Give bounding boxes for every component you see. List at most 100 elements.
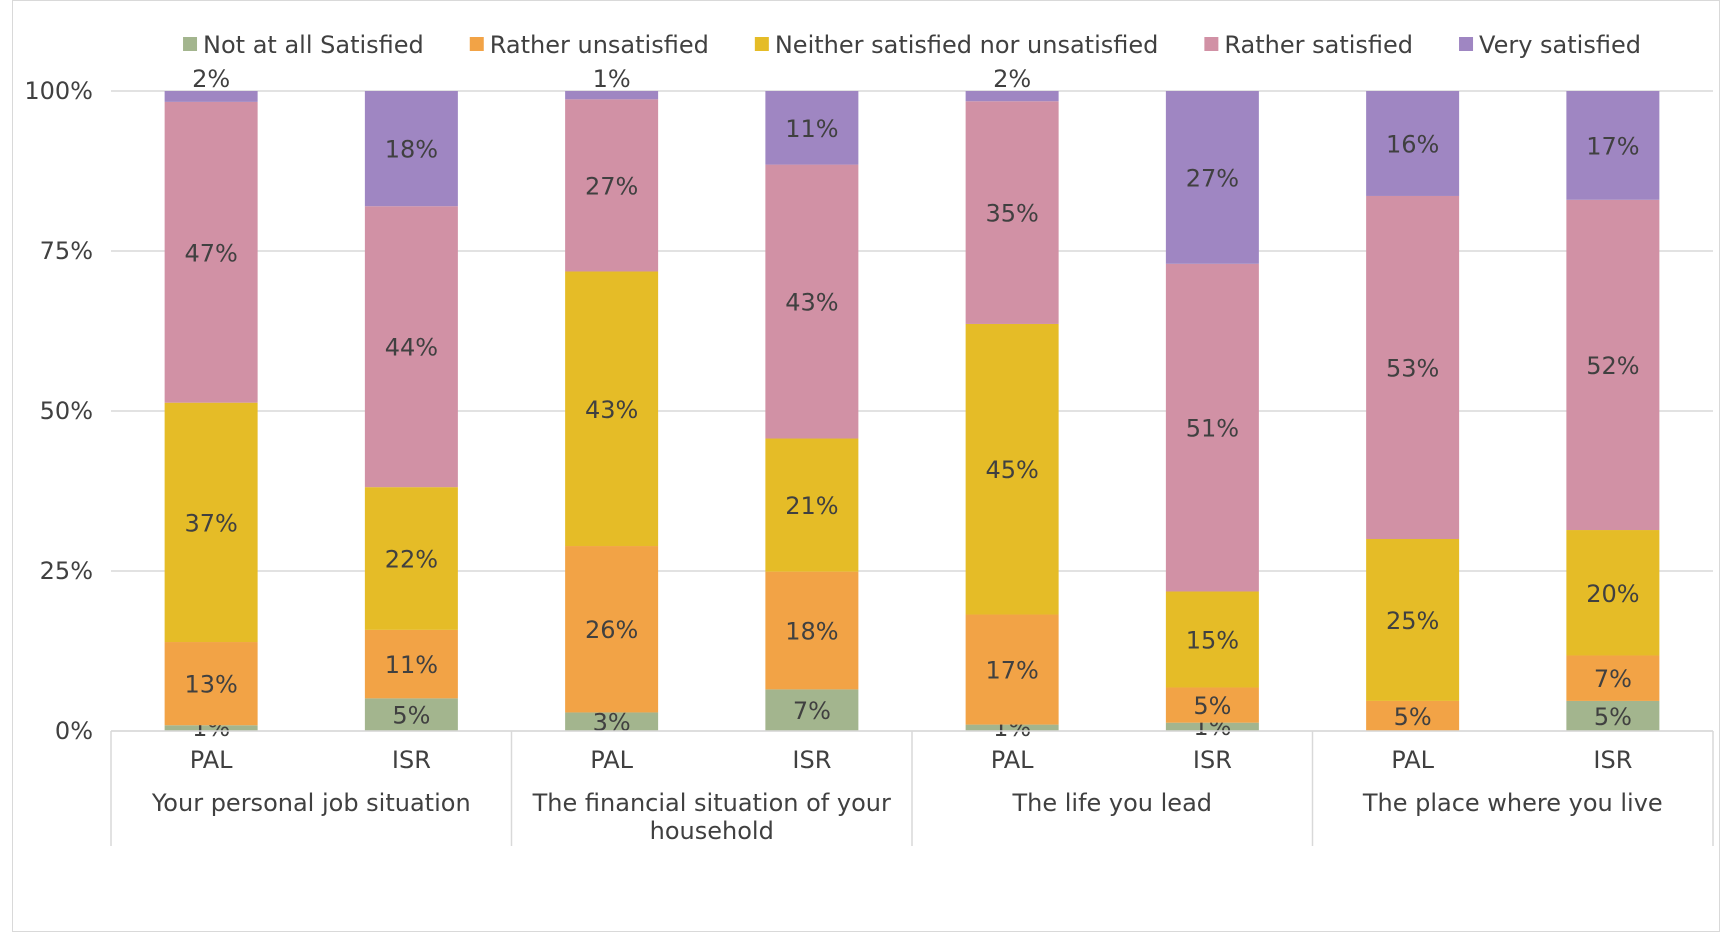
data-label: 52% — [1586, 352, 1639, 380]
y-tick-label: 25% — [40, 557, 93, 585]
bar-segment — [965, 614, 1059, 725]
data-label: 27% — [585, 172, 638, 200]
bar-segment — [1165, 722, 1259, 731]
bar-segment — [1566, 655, 1660, 701]
bar-segment — [1165, 687, 1259, 723]
group-label: The place where you live — [1362, 789, 1663, 817]
bar-segment — [1366, 539, 1460, 701]
y-tick-label: 50% — [40, 397, 93, 425]
data-label: 44% — [385, 334, 438, 362]
data-label: 18% — [385, 136, 438, 164]
bar-segment — [765, 164, 859, 439]
data-label: 25% — [1386, 607, 1439, 635]
bar-segment — [965, 724, 1059, 731]
legend-item: Rather satisfied — [1204, 31, 1413, 59]
legend-swatch — [1204, 37, 1219, 51]
bars: 1%13%37%47%2%5%11%22%44%18%3%26%43%27%1%… — [164, 65, 1660, 742]
bar-segment — [565, 99, 659, 272]
group-label: The life you lead — [1011, 789, 1212, 817]
data-label: 5% — [1193, 692, 1231, 720]
bar-segment — [364, 206, 458, 488]
bar-segment — [565, 712, 659, 731]
data-label: 37% — [184, 509, 237, 537]
group-label: household — [650, 817, 774, 845]
legend-label: Not at all Satisfied — [203, 31, 424, 59]
stacked-bar-chart: 1%13%37%47%2%5%11%22%44%18%3%26%43%27%1%… — [24, 31, 1714, 846]
group-label: Your personal job situation — [151, 789, 471, 817]
data-label: 51% — [1186, 415, 1239, 443]
chart-frame: 1% 13% 37% 47% 2% 5% 11% 22% 44% 18% 3% 26% 43% 27% 1%… — [12, 0, 1720, 932]
bar-segment — [765, 571, 859, 690]
bar-segment — [164, 402, 258, 643]
data-label: 22% — [385, 546, 438, 574]
legend-label: Rather satisfied — [1224, 31, 1413, 59]
bar-segment — [1165, 591, 1259, 688]
bar-segment — [364, 629, 458, 699]
bar-segment — [1366, 700, 1460, 731]
bar-segment — [1566, 700, 1660, 731]
data-label: 43% — [785, 289, 838, 317]
bar-segment — [965, 91, 1059, 102]
x-tick-label: ISR — [1193, 746, 1232, 774]
bar-segment — [164, 725, 258, 731]
y-tick-label: 75% — [40, 237, 93, 265]
legend-swatch — [183, 37, 198, 51]
data-label: 15% — [1186, 626, 1239, 654]
y-tick-label: 0% — [55, 717, 93, 745]
data-label: 5% — [1394, 703, 1432, 731]
x-tick-label: PAL — [190, 746, 233, 774]
data-label: 35% — [985, 200, 1038, 228]
bar-segment — [1566, 199, 1660, 531]
bar-segment — [364, 698, 458, 731]
legend-item: Not at all Satisfied — [183, 31, 424, 59]
bar-segment — [364, 487, 458, 630]
legend-item: Neither satisfied nor unsatisfied — [754, 31, 1159, 59]
data-label: 26% — [585, 616, 638, 644]
x-tick-label: ISR — [1593, 746, 1632, 774]
data-label: 45% — [985, 456, 1038, 484]
axes: 0% 25% 50% 75% 100% PAL ISR Your personal job s… — [24, 77, 1714, 846]
data-label: 2% — [192, 65, 230, 93]
bar-segment — [1165, 91, 1259, 264]
bar-segment — [164, 101, 258, 403]
bar-segment — [1566, 91, 1660, 200]
data-label: 2% — [993, 65, 1031, 93]
data-label: 7% — [793, 697, 831, 725]
bar-segment — [565, 91, 659, 100]
legend-swatch — [469, 37, 484, 51]
legend-swatch — [754, 37, 769, 51]
data-label: 3% — [593, 709, 631, 737]
bar-segment — [765, 438, 859, 572]
legend-item: Very satisfied — [1459, 31, 1641, 59]
legend-label: Rather unsatisfied — [490, 31, 709, 59]
data-label: 20% — [1586, 580, 1639, 608]
bar-segment — [164, 91, 258, 102]
data-label: 17% — [985, 657, 1038, 685]
legend-label: Neither satisfied nor unsatisfied — [775, 31, 1159, 59]
data-label: 5% — [1594, 703, 1632, 731]
legend: Not at all Satisfied Rather unsatisfied Ne… — [183, 31, 1641, 59]
bar-segment — [164, 642, 258, 726]
bar-segment — [1366, 195, 1460, 539]
bar-segment — [565, 271, 659, 547]
data-label: 13% — [184, 671, 237, 699]
data-label: 43% — [585, 396, 638, 424]
bar-segment — [1566, 530, 1660, 656]
y-tick-label: 100% — [24, 77, 93, 105]
x-tick-label: ISR — [792, 746, 831, 774]
x-tick-label: ISR — [392, 746, 431, 774]
data-label: 53% — [1386, 354, 1439, 382]
data-label: 21% — [785, 492, 838, 520]
data-label: 5% — [392, 702, 430, 730]
legend-item: Rather unsatisfied — [469, 31, 709, 59]
group-label: The financial situation of your — [532, 789, 891, 817]
data-label: 1% — [593, 65, 631, 93]
data-label: 11% — [785, 115, 838, 143]
data-label: 18% — [785, 618, 838, 646]
bar-segment — [965, 101, 1059, 324]
x-tick-label: PAL — [1391, 746, 1434, 774]
bar-segment — [1366, 91, 1460, 196]
data-label: 11% — [385, 651, 438, 679]
bar-segment — [1165, 263, 1259, 592]
data-label: 7% — [1594, 665, 1632, 693]
